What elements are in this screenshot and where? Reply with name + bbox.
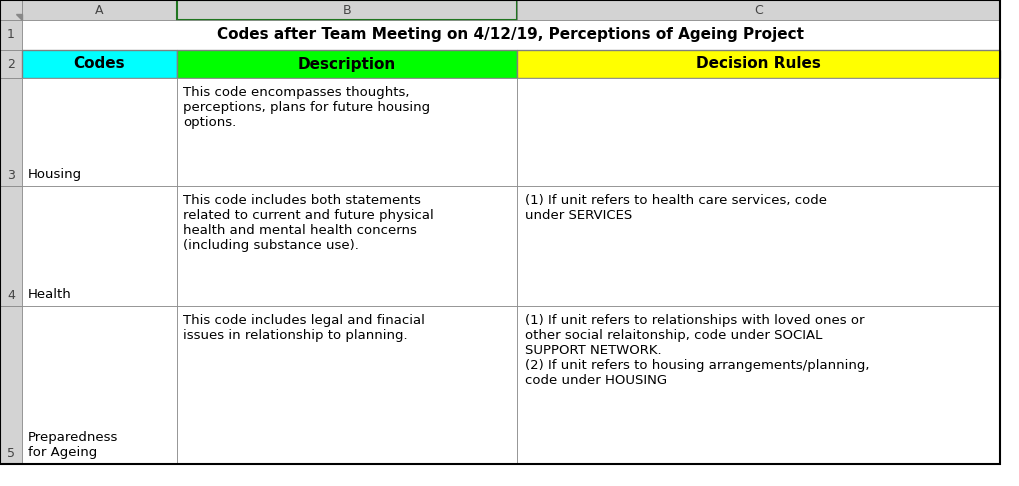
Text: Preparedness
for Ageing: Preparedness for Ageing: [28, 431, 118, 459]
Text: Decision Rules: Decision Rules: [695, 56, 820, 71]
Bar: [517, 306, 999, 464]
Text: Housing: Housing: [28, 168, 83, 181]
Text: 5: 5: [7, 447, 15, 460]
Text: B: B: [342, 3, 351, 17]
Text: C: C: [753, 3, 762, 17]
Polygon shape: [16, 14, 22, 20]
Bar: [22, 20, 999, 50]
Bar: [177, 186, 517, 306]
Text: Health: Health: [28, 288, 71, 301]
Bar: [0, 78, 22, 186]
Bar: [0, 186, 22, 306]
Text: Description: Description: [298, 56, 395, 71]
Text: 1: 1: [7, 29, 15, 41]
Text: This code encompasses thoughts,
perceptions, plans for future housing
options.: This code encompasses thoughts, percepti…: [182, 86, 430, 129]
Bar: [177, 0, 517, 20]
Bar: [22, 186, 177, 306]
Text: This code includes both statements
related to current and future physical
health: This code includes both statements relat…: [182, 194, 433, 252]
Bar: [177, 50, 517, 78]
Bar: [0, 20, 22, 50]
Text: Codes after Team Meeting on 4/12/19, Perceptions of Ageing Project: Codes after Team Meeting on 4/12/19, Per…: [217, 28, 804, 42]
Text: 3: 3: [7, 169, 15, 182]
Text: Codes: Codes: [73, 56, 125, 71]
Bar: [517, 50, 999, 78]
Bar: [0, 50, 22, 78]
Bar: [22, 78, 177, 186]
Bar: [22, 50, 177, 78]
Bar: [0, 0, 22, 20]
Bar: [177, 78, 517, 186]
Text: (1) If unit refers to relationships with loved ones or
other social relaitonship: (1) If unit refers to relationships with…: [525, 314, 868, 387]
Text: 4: 4: [7, 289, 15, 302]
Bar: [517, 78, 999, 186]
Text: This code includes legal and finacial
issues in relationship to planning.: This code includes legal and finacial is…: [182, 314, 425, 342]
Bar: [22, 306, 177, 464]
Bar: [177, 306, 517, 464]
Bar: [0, 306, 22, 464]
Text: (1) If unit refers to health care services, code
under SERVICES: (1) If unit refers to health care servic…: [525, 194, 826, 222]
Bar: [517, 186, 999, 306]
Text: A: A: [95, 3, 104, 17]
Bar: [22, 0, 177, 20]
Bar: [517, 0, 999, 20]
Text: 2: 2: [7, 57, 15, 70]
